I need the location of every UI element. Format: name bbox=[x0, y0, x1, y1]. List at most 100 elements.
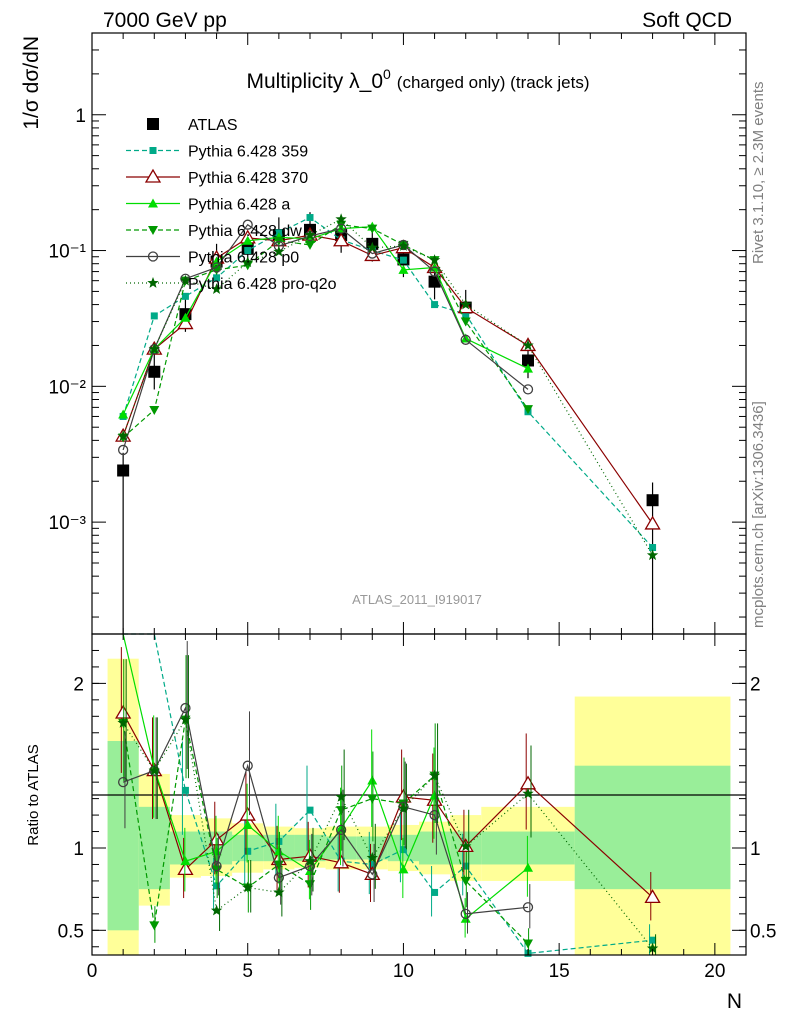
series-top-4 bbox=[118, 220, 533, 443]
data-point bbox=[242, 235, 253, 245]
header-right: Soft QCD bbox=[642, 9, 732, 32]
ratio-point bbox=[242, 881, 254, 893]
ratio-point bbox=[397, 802, 410, 814]
ratio-point bbox=[273, 872, 285, 883]
ratio-point bbox=[367, 869, 378, 880]
chart-title-main: Multiplicity λ_0 bbox=[246, 70, 383, 93]
data-point bbox=[180, 273, 191, 284]
legend-marker bbox=[147, 251, 159, 262]
band-green-bin bbox=[325, 836, 357, 860]
legend-label: Pythia 6.428 359 bbox=[188, 144, 308, 161]
ratio-point bbox=[306, 806, 314, 814]
legend-label: Pythia 6.428 370 bbox=[188, 170, 308, 187]
ratio-point bbox=[117, 716, 129, 728]
ratio-point bbox=[519, 775, 537, 790]
series-top-6 bbox=[117, 213, 659, 561]
ratio-y-tick-label: 1 bbox=[73, 839, 84, 860]
series-line bbox=[122, 218, 654, 556]
ratio-y-tick-label-right: 2 bbox=[750, 674, 761, 695]
data-point bbox=[213, 274, 221, 282]
data-point bbox=[117, 464, 130, 477]
data-layer bbox=[115, 212, 661, 957]
chart-title-sup: 0 bbox=[383, 66, 391, 82]
ratio-point bbox=[429, 809, 440, 821]
legend-entry: Pythia 6.428 359 bbox=[126, 144, 308, 161]
legend-marker bbox=[147, 277, 159, 288]
chart-title: Multiplicity λ_00 (charged only) (track j… bbox=[246, 66, 589, 93]
ratio-point bbox=[208, 831, 225, 846]
ratio-point bbox=[646, 942, 659, 954]
legend-marker bbox=[148, 226, 158, 235]
data-point bbox=[646, 494, 659, 507]
y-tick-label: 10⁻² bbox=[49, 377, 87, 398]
data-point bbox=[117, 444, 129, 456]
ratio-point bbox=[304, 855, 316, 866]
y-tick-label: 10⁻³ bbox=[49, 513, 87, 534]
rivet-label: Rivet 3.1.10, ≥ 2.3M events bbox=[750, 82, 767, 265]
ratio-point bbox=[117, 777, 129, 788]
axes-layer: 0 5 10 15 20 10⁻³ 10⁻² 10⁻¹ 1 0.5 0.5 1 1 2 2 bbox=[49, 32, 776, 982]
data-point bbox=[399, 256, 407, 264]
series-top-2 bbox=[115, 226, 661, 530]
series-ratio-4 bbox=[118, 655, 533, 955]
ratio-point bbox=[431, 888, 439, 896]
data-point bbox=[522, 354, 534, 367]
ratio-point bbox=[644, 889, 661, 904]
ratio-point bbox=[179, 713, 192, 725]
ratio-point bbox=[211, 865, 222, 875]
ratio-point bbox=[399, 846, 407, 854]
ratio-line bbox=[122, 712, 654, 898]
ratio-point bbox=[523, 939, 533, 949]
ratio-y-tick-label: 0.5 bbox=[58, 921, 84, 942]
ratio-point bbox=[428, 769, 441, 781]
ratio-point bbox=[213, 882, 221, 890]
data-point bbox=[431, 301, 439, 309]
ratio-point bbox=[148, 764, 160, 776]
chart-title-tail: (charged only) (track jets) bbox=[397, 73, 590, 92]
ratio-point bbox=[462, 862, 470, 870]
ratio-panel-frame bbox=[91, 633, 747, 956]
ratio-y-tick-label-right: 0.5 bbox=[750, 921, 776, 942]
bottom-ylabel: Ratio to ATLAS bbox=[25, 744, 42, 845]
data-point bbox=[429, 266, 440, 277]
legend-label: Pythia 6.428 p0 bbox=[188, 250, 299, 267]
ratio-point bbox=[180, 856, 191, 866]
data-point bbox=[646, 549, 659, 561]
ratio-point bbox=[367, 794, 378, 804]
ratio-line bbox=[122, 717, 654, 949]
x-tick-label: 0 bbox=[87, 961, 98, 982]
ratio-point bbox=[523, 862, 533, 872]
ratio-point bbox=[649, 936, 657, 944]
series-line bbox=[122, 234, 654, 525]
series-line bbox=[122, 224, 529, 438]
ratio-line bbox=[123, 633, 653, 955]
band-green-bin bbox=[107, 741, 139, 931]
series-line bbox=[122, 216, 654, 548]
data-point bbox=[460, 333, 471, 343]
header-left: 7000 GeV pp bbox=[103, 9, 227, 32]
ratio-point bbox=[460, 840, 472, 852]
data-point bbox=[335, 213, 347, 225]
data-point bbox=[150, 312, 158, 320]
data-point bbox=[180, 312, 191, 322]
ratio-point bbox=[522, 902, 534, 913]
legend-label: Pythia 6.428 a bbox=[188, 197, 290, 214]
y-tick-label: 1 bbox=[75, 106, 86, 127]
ratio-point bbox=[210, 904, 223, 916]
analysis-watermark: ATLAS_2011_I919017 bbox=[352, 592, 482, 607]
data-point bbox=[428, 254, 441, 265]
series-top-5 bbox=[117, 219, 534, 456]
ratio-point bbox=[522, 787, 534, 799]
ratio-line bbox=[122, 706, 529, 915]
data-point bbox=[367, 224, 378, 234]
legend-label: Pythia 6.428 dw bbox=[188, 223, 302, 240]
ratio-point bbox=[211, 860, 222, 872]
ratio-point bbox=[181, 786, 189, 794]
x-tick-label: 15 bbox=[549, 961, 570, 982]
data-point bbox=[211, 262, 222, 273]
ratio-point bbox=[368, 860, 376, 868]
legend-entry: Pythia 6.428 a bbox=[126, 197, 290, 214]
legend-marker bbox=[147, 118, 159, 130]
ratio-point bbox=[366, 851, 378, 863]
data-point bbox=[649, 544, 657, 552]
